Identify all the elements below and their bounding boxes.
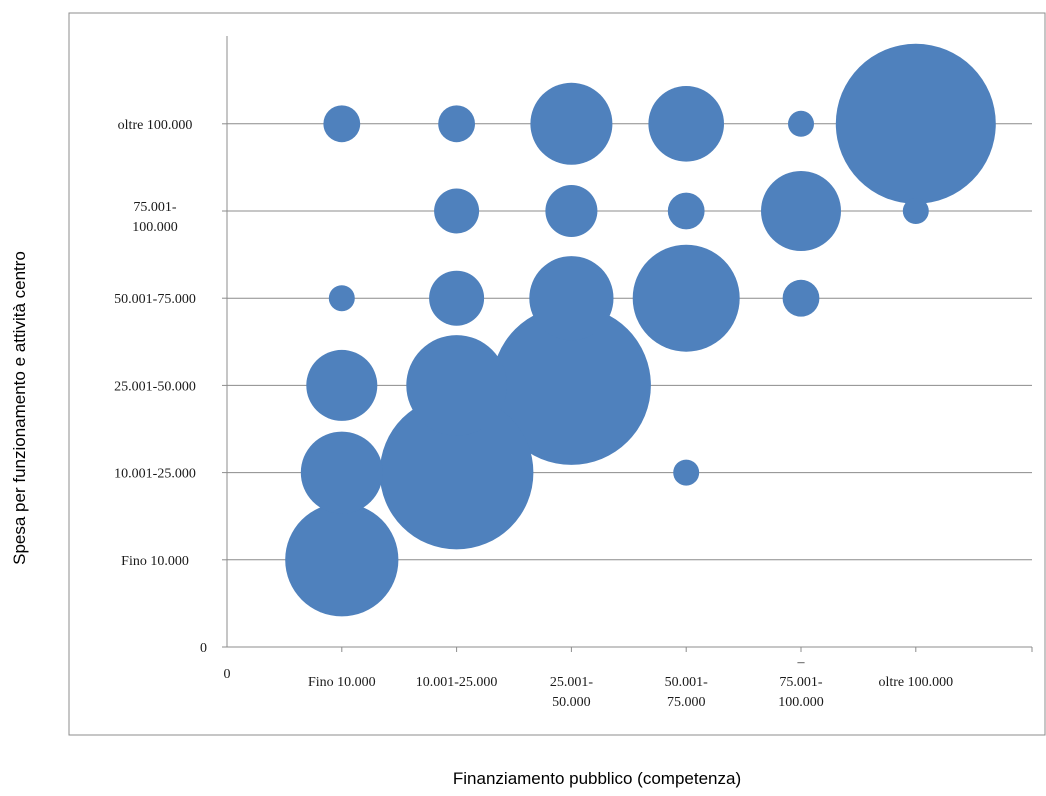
bubble-point [545, 185, 598, 237]
x-tick-label: 50.000 [552, 695, 591, 710]
y-tick-label: 10.001-25.000 [114, 467, 196, 482]
bubble-point [761, 171, 841, 251]
bubble-point [673, 459, 700, 486]
y-tick-label: 100.000 [132, 220, 178, 235]
x-tick-label: oltre 100.000 [878, 675, 953, 690]
x-tick-label: 100.000 [778, 695, 824, 710]
x-tick-label: 75.001- [779, 675, 823, 690]
bubble-point [491, 305, 651, 465]
x-tick-label: 75.000 [667, 695, 706, 710]
x-axis-title: Finanziamento pubblico (competenza) [453, 769, 741, 788]
bubble-point [902, 198, 929, 224]
y-tick-label: oltre 100.000 [118, 118, 193, 133]
y-axis-title: Spesa per funzionamento e attività centr… [10, 251, 29, 565]
bubble-point [632, 244, 740, 352]
bubble-point [429, 270, 485, 326]
y-tick-label: 75.001- [133, 200, 177, 215]
y-tick-label: 50.001-75.000 [114, 292, 196, 307]
bubble-point [323, 105, 361, 143]
y-tick-label: Fino 10.000 [121, 554, 189, 569]
bubble-point [648, 86, 724, 162]
bubble-layer [285, 43, 996, 617]
x-tick-label: 50.001- [665, 675, 709, 690]
bubble-point [782, 279, 820, 317]
bubble-point [328, 285, 355, 312]
bubble-point [667, 192, 705, 230]
x-tick-label: – [797, 655, 806, 670]
bubble-point [379, 395, 534, 550]
bubble-point [285, 503, 399, 617]
x-origin-label: 0 [224, 667, 231, 682]
bubble-point [788, 110, 814, 137]
y-tick-label: 25.001-50.000 [114, 379, 196, 394]
bubble-point [529, 256, 614, 341]
x-tick-label: Fino 10.000 [308, 675, 376, 690]
bubble-point [306, 349, 378, 421]
bubble-point [438, 105, 475, 143]
label-layer: 0 0 Finanziamento pubblico (competenza) … [10, 118, 953, 788]
x-tick-label: 10.001-25.000 [416, 675, 498, 690]
y-origin-label: 0 [200, 641, 207, 656]
axis-layer [222, 36, 1033, 652]
bubble-point [530, 82, 613, 165]
bubble-point [300, 431, 383, 514]
bubble-point [406, 335, 507, 436]
x-tick-label: 25.001- [550, 675, 594, 690]
bubble-point [434, 188, 480, 234]
bubble-point [835, 43, 996, 204]
